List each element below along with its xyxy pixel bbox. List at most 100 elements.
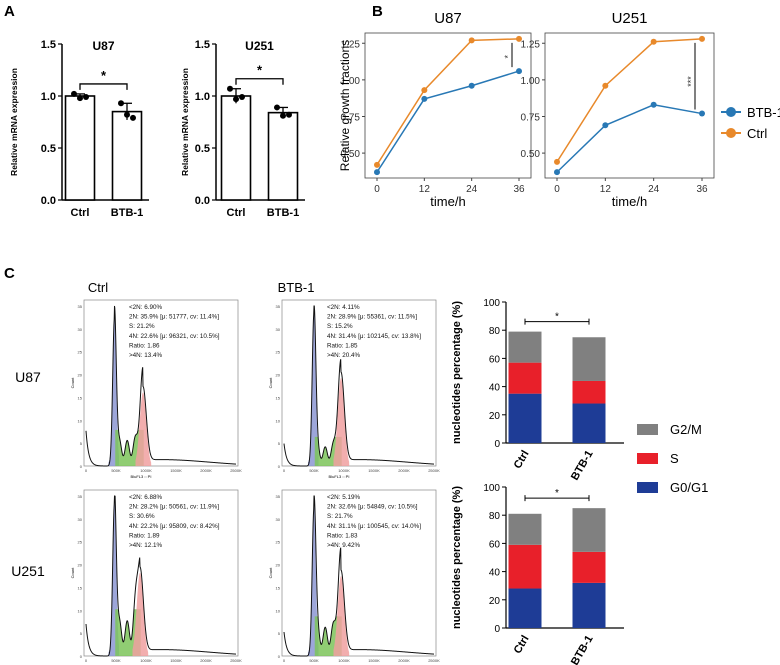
histogram-y-tick: 10 — [78, 608, 83, 613]
bar — [220, 95, 252, 201]
histogram-stat: 2N: 32.6% [μ: 54849, cv: 10.5%] — [327, 504, 418, 511]
stacked-bar-s — [508, 544, 542, 589]
data-point — [239, 94, 245, 101]
histogram-x-tick: 2500K — [230, 468, 242, 473]
y-tick-label: 20 — [489, 596, 501, 607]
histogram-y-tick: 20 — [276, 373, 281, 378]
histogram-x-tick: 2000K — [398, 468, 410, 473]
series-point-btb-1 — [516, 68, 522, 75]
series-point-btb-1 — [421, 95, 428, 102]
series-line-ctrl — [376, 38, 520, 166]
histogram-stat: S: 21.7% — [327, 513, 353, 520]
histogram-y-tick: 5 — [80, 631, 83, 636]
panel-label-c: C — [4, 265, 15, 282]
histogram-stat: 4N: 31.4% [μ: 102145, cv: 13.8%] — [327, 333, 421, 340]
histogram-y-label: Count — [268, 377, 273, 389]
y-tick-label: 80 — [489, 326, 501, 337]
data-point — [83, 94, 89, 101]
histogram-x-tick: 500K — [111, 468, 121, 473]
y-tick-label: 0.5 — [41, 143, 56, 155]
histogram-x-tick: 1500K — [170, 468, 182, 473]
g0g1-peak-fill — [108, 314, 119, 466]
series-point-ctrl — [374, 161, 380, 168]
histogram-y-tick: 30 — [78, 327, 83, 332]
x-tick-label: 24 — [466, 184, 478, 195]
histogram-x-tick: 1000K — [338, 658, 350, 663]
histogram-y-tick: 30 — [276, 327, 281, 332]
histogram-stat: 2N: 35.9% [μ: 51777, cv: 11.4%] — [129, 314, 219, 321]
histogram-y-tick: 30 — [276, 517, 281, 522]
histogram-x-tick: 0 — [283, 658, 286, 663]
y-tick-label: 1.0 — [195, 91, 210, 103]
significance-label: * — [101, 68, 107, 83]
histogram-stat: <2N: 6.90% — [129, 304, 162, 311]
chart-title: U251 — [612, 10, 648, 27]
histogram-y-tick: 15 — [276, 395, 281, 400]
x-axis-label: time/h — [612, 194, 647, 209]
stacked-bar-g2m — [508, 513, 542, 545]
stacked-bar-s — [572, 380, 606, 404]
x-tick-label: 0 — [374, 184, 380, 195]
histogram-stat: Ratio: 1.83 — [327, 532, 358, 539]
histogram-y-tick: 25 — [276, 350, 281, 355]
stacked-bar-g2m — [508, 331, 542, 363]
histogram-y-tick: 35 — [276, 494, 281, 499]
g2m-peak-fill — [135, 392, 152, 466]
histogram-y-tick: 10 — [276, 418, 281, 423]
y-tick-label: 1.25 — [341, 39, 361, 50]
y-tick-label: 20 — [489, 411, 501, 422]
histogram-x-tick: 1000K — [140, 658, 152, 663]
x-tick-label: 0 — [554, 184, 560, 195]
x-tick-label: 24 — [648, 184, 660, 195]
y-tick-label: 1.00 — [341, 76, 361, 87]
histogram-y-tick: 10 — [276, 608, 281, 613]
series-point-btb-1 — [554, 169, 560, 176]
histogram-y-label: Count — [70, 377, 75, 389]
x-tick-label: Ctrl — [71, 207, 90, 219]
series-point-btb-1 — [650, 101, 657, 108]
histogram-stat: S: 15.2% — [327, 323, 353, 330]
histogram-stat: Ratio: 1.89 — [129, 532, 160, 539]
legend-swatch-dot — [726, 128, 736, 138]
row-label-u87: U87 — [15, 369, 41, 385]
legend-label: G0/G1 — [670, 480, 708, 495]
histogram-stat: <2N: 5.19% — [327, 494, 360, 501]
histogram-stat: 4N: 31.1% [μ: 100545, cv: 14.0%] — [327, 523, 421, 530]
histogram-curve — [283, 495, 435, 657]
histogram-frame — [83, 299, 239, 467]
g2m-peak-fill — [333, 378, 350, 466]
data-point — [77, 95, 83, 102]
histogram-stat: 2N: 28.2% [μ: 50561, cv: 11.9%] — [129, 504, 219, 511]
x-axis-label: time/h — [430, 194, 465, 209]
g0g1-peak-fill — [308, 309, 319, 466]
histogram-y-tick: 10 — [78, 418, 83, 423]
x-tick-label: 12 — [600, 184, 612, 195]
legend-swatch-g0g1 — [637, 482, 658, 493]
series-point-ctrl — [554, 158, 560, 165]
histogram-y-tick: 25 — [78, 350, 83, 355]
stacked-bar-g2m — [572, 508, 606, 552]
y-tick-label: 40 — [489, 568, 501, 579]
g2m-peak-fill — [132, 572, 149, 656]
y-tick-label: 60 — [489, 539, 501, 550]
stacked-bar-s — [572, 551, 606, 583]
histogram-y-tick: 0 — [80, 654, 83, 659]
series-line-btb-1 — [556, 103, 703, 173]
histogram-x-tick: 1500K — [368, 658, 380, 663]
significance-bracket — [235, 78, 284, 85]
x-tick-label: 36 — [696, 184, 708, 195]
y-tick-label: 1.5 — [41, 39, 56, 51]
x-tick-label: 36 — [513, 184, 525, 195]
y-tick-label: 1.5 — [195, 39, 210, 51]
y-tick-label: 0.50 — [341, 149, 361, 160]
histogram-curve — [283, 305, 435, 467]
y-tick-label: 0.0 — [41, 195, 56, 207]
histogram-x-tick: 2500K — [428, 468, 440, 473]
histogram-frame — [83, 489, 239, 657]
y-tick-label: 0 — [494, 439, 500, 450]
y-tick-label: 0.5 — [195, 143, 210, 155]
y-tick-label: 80 — [489, 511, 501, 522]
stacked-bar-g0g1 — [508, 393, 542, 443]
g2m-peak-fill — [333, 576, 350, 656]
histogram-x-tick: 0 — [283, 468, 286, 473]
